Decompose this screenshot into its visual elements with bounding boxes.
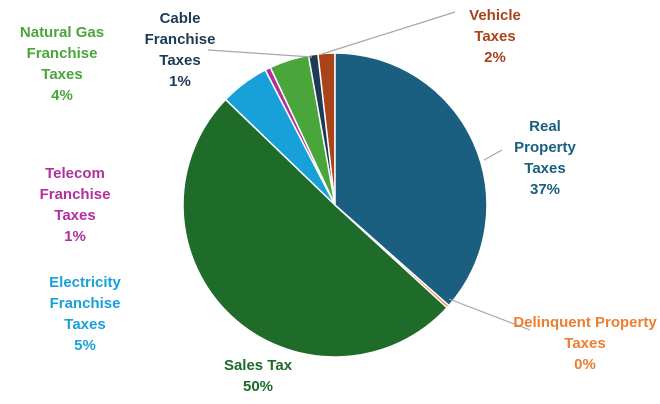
value-label: 0% <box>574 356 596 373</box>
value-label: 50% <box>242 378 274 395</box>
leader-line <box>448 298 531 331</box>
value-label: 4% <box>51 87 73 104</box>
slice-label: Vehicle Taxes 2% <box>459 5 531 68</box>
category-label: Natural Gas Franchise Taxes <box>19 24 105 83</box>
value-label: 1% <box>169 73 191 90</box>
leader-line <box>321 11 456 55</box>
slice-label: Sales Tax 50% <box>198 355 318 397</box>
value-label: 1% <box>64 228 86 245</box>
category-label: Telecom Franchise Taxes <box>39 165 111 224</box>
slice-label: Electricity Franchise Taxes 5% <box>35 272 135 356</box>
pie-slice <box>182 98 449 358</box>
slice-label: Natural Gas Franchise Taxes 4% <box>7 22 117 106</box>
slice-label: Telecom Franchise Taxes 1% <box>29 163 121 247</box>
slice-label: Delinquent Property Taxes 0% <box>510 312 660 375</box>
slice-label: Real Property Taxes 37% <box>504 116 586 200</box>
value-label: 2% <box>484 49 506 66</box>
leader-line <box>207 49 313 58</box>
value-label: 5% <box>74 337 96 354</box>
category-label: Cable Franchise Taxes <box>144 10 216 69</box>
pie-slice <box>334 52 488 307</box>
leader-line <box>483 149 503 161</box>
category-label: Electricity Franchise Taxes <box>49 274 121 333</box>
value-label: 37% <box>529 181 561 198</box>
category-label: Sales Tax <box>223 357 293 374</box>
category-label: Delinquent Property Taxes <box>513 314 657 352</box>
category-label: Real Property Taxes <box>514 118 576 177</box>
slice-label: Cable Franchise Taxes 1% <box>137 8 223 92</box>
category-label: Vehicle Taxes <box>469 7 521 45</box>
